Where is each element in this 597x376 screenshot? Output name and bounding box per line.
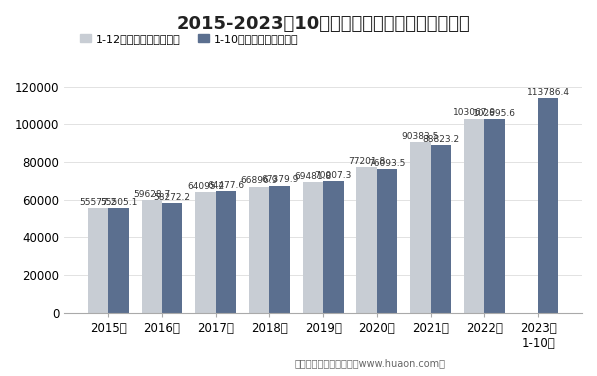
Bar bbox=[269, 186, 290, 313]
Title: 2015-2023年10月江苏省工业企业流动资产统计: 2015-2023年10月江苏省工业企业流动资产统计 bbox=[176, 15, 470, 33]
Text: 69481.8: 69481.8 bbox=[294, 171, 331, 180]
Text: 103067.9: 103067.9 bbox=[453, 108, 496, 117]
Text: 64095.2: 64095.2 bbox=[187, 182, 224, 191]
Text: 55577.2: 55577.2 bbox=[79, 198, 117, 207]
Bar bbox=[410, 143, 430, 313]
Bar bbox=[538, 99, 558, 313]
Text: 90383.5: 90383.5 bbox=[402, 132, 439, 141]
Legend: 1-12月流动资产（亿元）, 1-10月流动资产（亿元）: 1-12月流动资产（亿元）, 1-10月流动资产（亿元） bbox=[75, 29, 303, 49]
Text: 70007.3: 70007.3 bbox=[315, 171, 352, 180]
Bar bbox=[377, 170, 398, 313]
Bar bbox=[430, 146, 451, 313]
Text: 58272.2: 58272.2 bbox=[154, 193, 190, 202]
Bar bbox=[216, 191, 236, 313]
Text: 59628.7: 59628.7 bbox=[133, 190, 170, 199]
Text: 55505.1: 55505.1 bbox=[100, 198, 137, 207]
Bar bbox=[464, 118, 484, 313]
Text: 67379.9: 67379.9 bbox=[261, 176, 298, 185]
Bar bbox=[141, 200, 162, 313]
Text: 66896.9: 66896.9 bbox=[241, 176, 278, 185]
Bar bbox=[162, 203, 183, 313]
Text: 102695.6: 102695.6 bbox=[473, 109, 516, 118]
Text: 113786.4: 113786.4 bbox=[527, 88, 570, 97]
Bar bbox=[249, 187, 269, 313]
Text: 制图：华经产业研究院（www.huaon.com）: 制图：华经产业研究院（www.huaon.com） bbox=[295, 358, 445, 368]
Bar bbox=[484, 119, 504, 313]
Bar bbox=[303, 182, 323, 313]
Bar bbox=[88, 208, 108, 313]
Text: 64477.6: 64477.6 bbox=[207, 181, 245, 190]
Text: 76093.5: 76093.5 bbox=[368, 159, 406, 168]
Text: 88823.2: 88823.2 bbox=[422, 135, 459, 144]
Bar bbox=[108, 208, 129, 313]
Bar bbox=[195, 192, 216, 313]
Bar bbox=[323, 181, 344, 313]
Bar bbox=[356, 167, 377, 313]
Text: 77201.8: 77201.8 bbox=[348, 157, 385, 166]
